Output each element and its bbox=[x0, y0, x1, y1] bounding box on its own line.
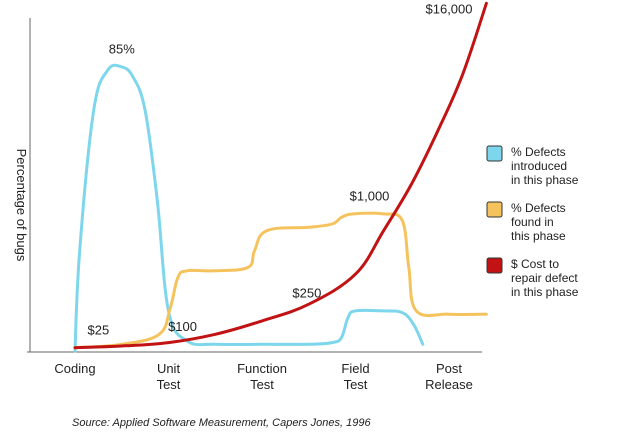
series-layer bbox=[73, 1, 488, 353]
x-tick-label: Field Test bbox=[341, 361, 369, 392]
legend-swatch bbox=[486, 145, 503, 162]
annotation-label: $250 bbox=[292, 286, 321, 301]
annotations: 85% $25 $100 $250 $1,000 $16,000 bbox=[88, 1, 473, 337]
x-tick-labels: Coding Unit Test Function Test Field Test Post R… bbox=[54, 361, 472, 392]
legend-entry: $ Cost to repair defect in this phase bbox=[511, 257, 579, 299]
annotation-label: $16,000 bbox=[426, 1, 473, 16]
legend-entry: % Defects introduced in this phase bbox=[511, 145, 579, 187]
series-repair-cost bbox=[73, 1, 488, 350]
x-tick-label: Coding bbox=[54, 361, 95, 376]
x-tick-label: Function Test bbox=[237, 361, 287, 392]
source-note: Source: Applied Software Measurement, Ca… bbox=[72, 417, 371, 429]
legend-swatch bbox=[486, 257, 503, 274]
x-tick-label: Post Release bbox=[425, 361, 473, 392]
legend-swatch bbox=[486, 201, 503, 218]
legend: % Defects introduced in this phase % Defect… bbox=[486, 145, 579, 299]
annotation-label: $100 bbox=[168, 319, 197, 334]
axes bbox=[27, 18, 482, 353]
annotation-label: 85% bbox=[109, 41, 135, 56]
x-tick-label: Unit Test bbox=[157, 361, 181, 392]
y-axis-label: Percentage of bugs bbox=[14, 149, 29, 262]
series-defects-found bbox=[73, 211, 488, 350]
annotation-label: $25 bbox=[88, 322, 110, 337]
series-defects-introduced bbox=[73, 63, 425, 353]
legend-entry: % Defects found in this phase bbox=[511, 201, 566, 243]
annotation-label: $1,000 bbox=[350, 189, 390, 204]
